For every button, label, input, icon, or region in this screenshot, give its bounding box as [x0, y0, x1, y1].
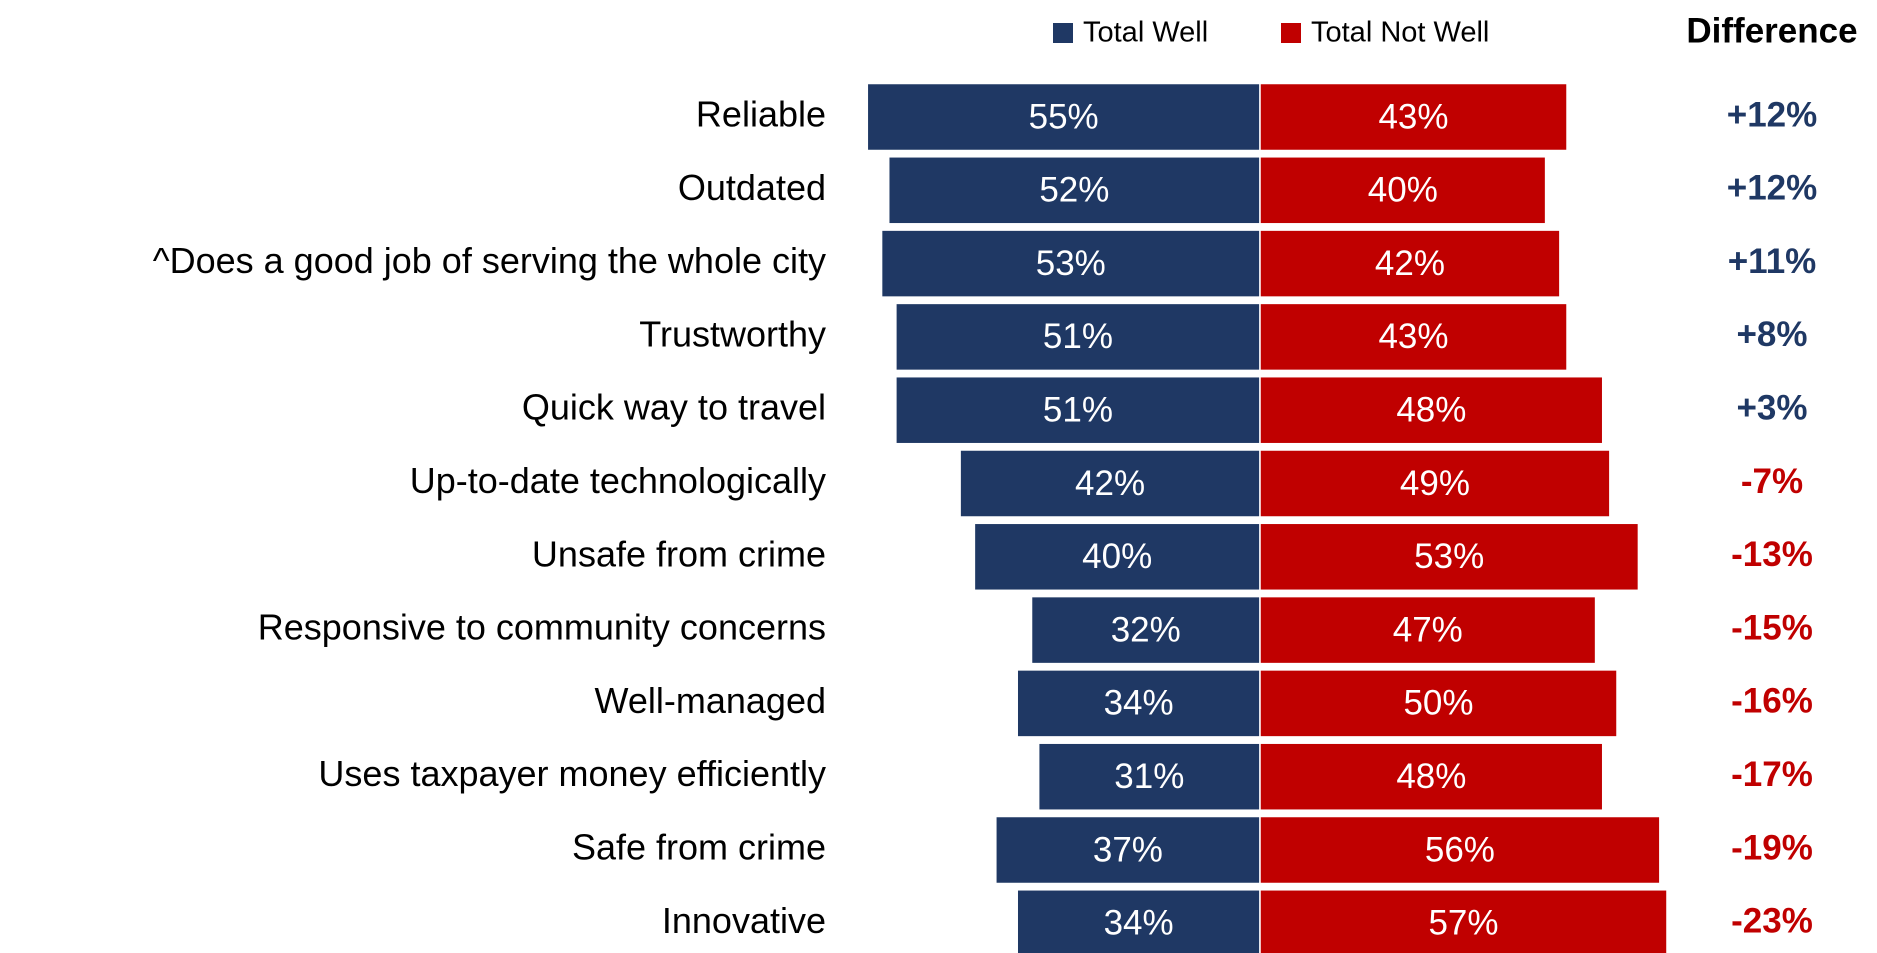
legend-label: Total Well	[1083, 17, 1208, 49]
bar-label: 51%	[1043, 390, 1113, 429]
bar	[995, 815, 1261, 885]
difference-label: +12%	[1727, 95, 1818, 134]
difference-label: +12%	[1727, 169, 1818, 208]
bar	[895, 375, 1261, 445]
bar	[1259, 229, 1561, 298]
bar	[895, 302, 1261, 372]
bar-label: 40%	[1082, 537, 1152, 576]
difference-label: -16%	[1731, 682, 1813, 721]
bar	[1259, 522, 1640, 592]
bar-label: 37%	[1093, 830, 1163, 869]
bar-label: 53%	[1414, 537, 1484, 576]
legend-swatch	[1281, 23, 1301, 43]
category-label: ^Does a good job of serving the whole ci…	[153, 240, 826, 281]
bar-label: 55%	[1029, 97, 1099, 136]
bar-label: 48%	[1396, 757, 1466, 796]
bar	[1259, 82, 1568, 152]
category-label: Quick way to travel	[522, 387, 826, 428]
bar-label: 34%	[1104, 684, 1174, 723]
bar-label: 50%	[1403, 684, 1473, 723]
bar-label: 53%	[1036, 244, 1106, 283]
bar-label: 42%	[1375, 244, 1445, 283]
category-label: Innovative	[662, 900, 826, 941]
category-label: Up-to-date technologically	[410, 460, 826, 501]
bar-label: 43%	[1378, 317, 1448, 356]
bar-label: 52%	[1039, 171, 1109, 210]
legend-swatch	[1053, 23, 1073, 43]
difference-title: Difference	[1686, 11, 1857, 50]
difference-label: -13%	[1731, 535, 1813, 574]
bar	[1259, 742, 1604, 811]
bar-label: 40%	[1368, 171, 1438, 210]
bar	[973, 522, 1261, 592]
bar	[880, 229, 1261, 298]
bar	[1259, 669, 1618, 738]
bar-label: 48%	[1396, 390, 1466, 429]
difference-label: -23%	[1731, 902, 1813, 941]
category-label: Uses taxpayer money efficiently	[318, 753, 826, 794]
category-label: Well-managed	[595, 680, 826, 721]
category-label: Reliable	[696, 94, 826, 135]
bar	[1259, 302, 1568, 372]
bar	[1259, 375, 1604, 445]
difference-label: -7%	[1741, 462, 1803, 501]
bar-label: 32%	[1111, 610, 1181, 649]
difference-label: -15%	[1731, 608, 1813, 647]
difference-label: +8%	[1736, 315, 1807, 354]
bar	[1016, 889, 1261, 953]
bar-label: 57%	[1428, 904, 1498, 943]
category-label: Trustworthy	[639, 313, 826, 354]
bar	[1259, 449, 1611, 518]
bar	[866, 82, 1261, 152]
bar	[1259, 595, 1597, 665]
difference-label: +11%	[1728, 242, 1817, 281]
category-label: Outdated	[678, 167, 826, 208]
bar-label: 56%	[1425, 830, 1495, 869]
bar-label: 31%	[1114, 757, 1184, 796]
bar-label: 42%	[1075, 464, 1145, 503]
legend-label: Total Not Well	[1311, 17, 1489, 49]
bar	[887, 156, 1261, 225]
bar	[1259, 815, 1661, 885]
difference-label: +3%	[1736, 388, 1807, 427]
category-label: Safe from crime	[572, 827, 826, 868]
bar	[1259, 889, 1668, 953]
difference-label: -19%	[1731, 828, 1813, 867]
bar	[1037, 742, 1261, 811]
bar-label: 51%	[1043, 317, 1113, 356]
bar	[1016, 669, 1261, 738]
category-label: Unsafe from crime	[532, 533, 826, 574]
bar-label: 34%	[1104, 904, 1174, 943]
bar	[1259, 156, 1547, 225]
difference-label: -17%	[1731, 755, 1813, 794]
bar-label: 47%	[1393, 610, 1463, 649]
bar-label: 43%	[1378, 97, 1448, 136]
category-label: Responsive to community concerns	[258, 607, 826, 648]
bar-label: 49%	[1400, 464, 1470, 503]
